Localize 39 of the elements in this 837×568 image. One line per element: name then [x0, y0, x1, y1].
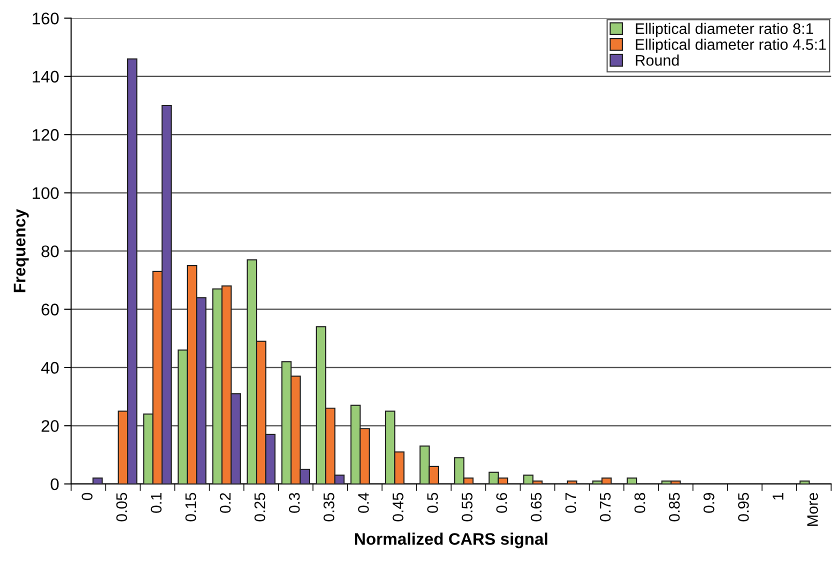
- x-tick-label: 0.35: [324, 492, 334, 522]
- y-tick-label: 60: [42, 304, 59, 316]
- bar: [799, 480, 810, 484]
- bar: [626, 478, 638, 484]
- y-tick-label: 20: [42, 420, 59, 432]
- x-tick-label: 0.3: [288, 492, 300, 513]
- bar: [92, 478, 103, 484]
- y-axis-title: Frequency: [14, 209, 29, 292]
- x-tick-label: 0.6: [496, 492, 508, 513]
- legend-label: Elliptical diameter ratio 8:1: [636, 22, 814, 38]
- x-tick-label: 0.15: [185, 492, 196, 522]
- y-tick-label: 140: [32, 70, 59, 83]
- y-tick-label: 120: [32, 129, 59, 141]
- x-tick-label: 0.7: [565, 493, 576, 513]
- y-tick-label: 0: [50, 478, 59, 490]
- x-tick-label: 0.05: [116, 492, 128, 522]
- x-tick-label: 0.65: [530, 492, 542, 522]
- x-tick-label: 0.8: [634, 492, 646, 513]
- x-tick-label: 0.85: [668, 492, 680, 522]
- x-tick-label: More: [807, 492, 818, 526]
- x-axis-title: Normalized CARS signal: [355, 532, 548, 548]
- x-tick-label: 1: [772, 493, 784, 500]
- y-tick-label: 160: [32, 12, 59, 24]
- y-tick-label: 100: [32, 187, 59, 200]
- x-tick-label: 0.9: [704, 492, 714, 513]
- y-tick-label: 80: [42, 245, 59, 258]
- x-tick-label: 0.2: [220, 493, 231, 513]
- x-tick-label: 0.4: [358, 492, 369, 513]
- x-tick-label: 0: [82, 492, 93, 500]
- x-tick-label: 0.5: [427, 492, 438, 513]
- y-tick-label: 40: [41, 362, 59, 374]
- x-tick-label: 0.25: [254, 492, 266, 522]
- legend-label: Round: [636, 54, 679, 66]
- x-tick-label: 0.55: [462, 492, 473, 522]
- x-tick-label: 0.45: [392, 492, 404, 522]
- legend-label: Elliptical diameter ratio 4.5:1: [636, 38, 826, 53]
- x-tick-label: 0.95: [738, 492, 749, 522]
- x-tick-label: 0.1: [150, 493, 162, 513]
- x-tick-label: 0.75: [600, 492, 611, 522]
